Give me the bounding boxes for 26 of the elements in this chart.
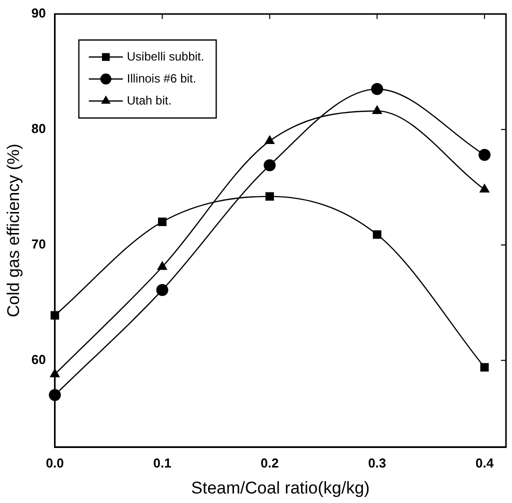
- point: [371, 83, 384, 96]
- point: [264, 135, 275, 144]
- point: [156, 284, 168, 296]
- x-tick-label: 0.1: [153, 455, 172, 470]
- x-tick-label: 0.2: [260, 455, 279, 470]
- y-tick-label: 90: [31, 6, 46, 21]
- y-tick-label: 60: [31, 352, 46, 367]
- y-tick-label: 80: [31, 121, 46, 136]
- point: [372, 230, 382, 239]
- point: [480, 363, 489, 372]
- x-axis-title: Steam/Coal ratio(kg/kg): [191, 478, 370, 498]
- y-axis-title: Cold gas efficiency (%): [4, 144, 23, 318]
- legend-label: Illinois #6 bit.: [126, 71, 196, 86]
- legend-label: Utah bit.: [126, 93, 172, 108]
- point: [479, 184, 490, 193]
- point: [264, 159, 276, 172]
- point: [158, 218, 167, 226]
- point: [265, 192, 274, 201]
- x-tick-label: 0.3: [368, 455, 386, 470]
- point: [157, 260, 168, 270]
- x-tick-label: 0.4: [475, 455, 494, 470]
- y-tick-label: 70: [31, 236, 46, 252]
- point: [478, 148, 491, 161]
- x-tick-label: 0.0: [46, 455, 64, 470]
- legend-label: Usibelli subbit.: [126, 49, 204, 64]
- point: [372, 104, 382, 114]
